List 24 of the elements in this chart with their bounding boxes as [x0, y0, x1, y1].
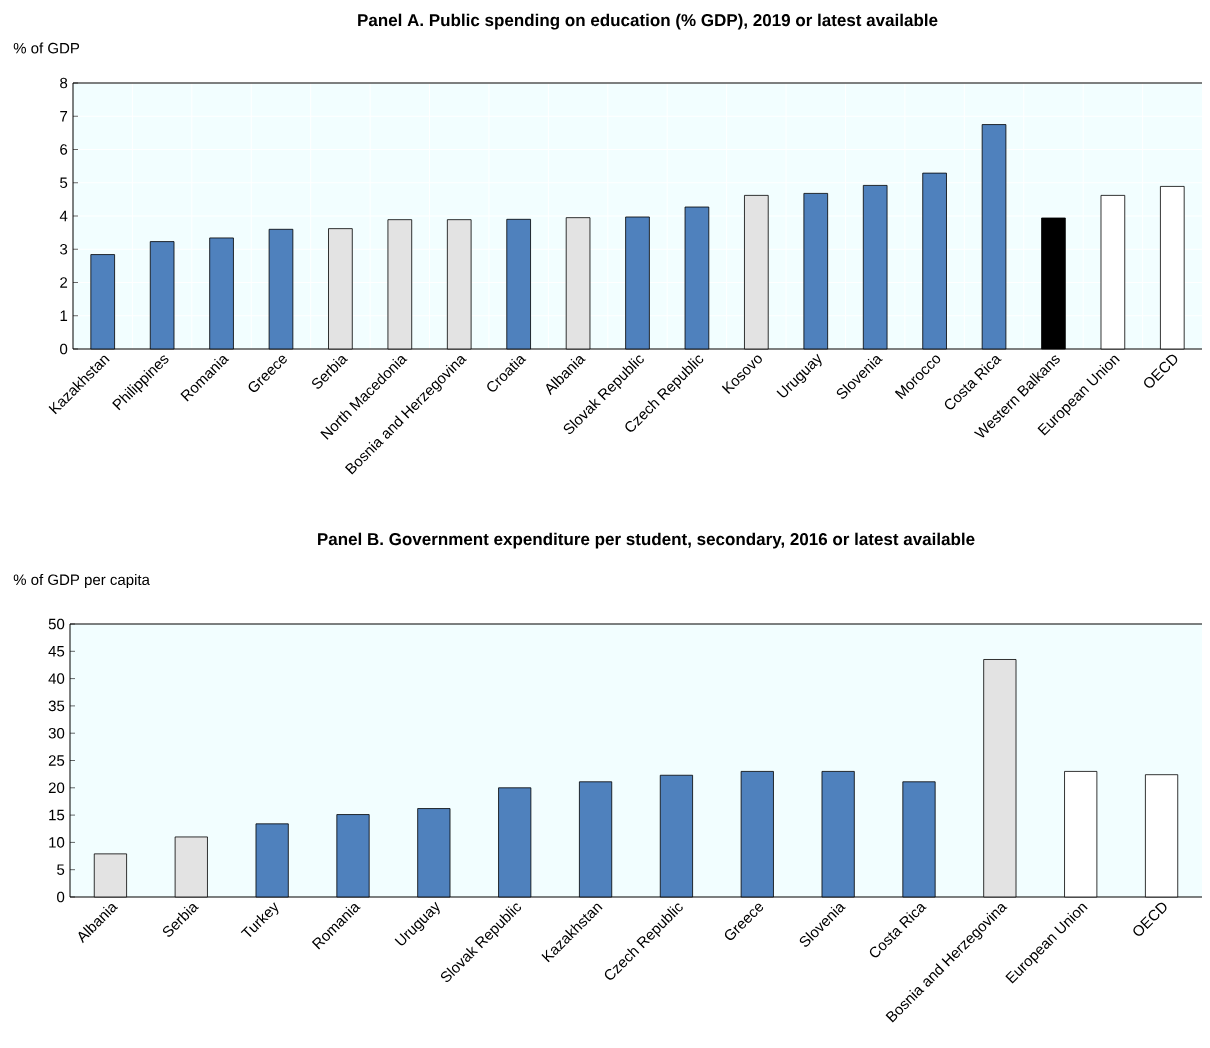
y-tick-label: 20: [48, 782, 65, 794]
y-tick-label: 50: [48, 618, 65, 630]
y-tick-label: 35: [48, 700, 65, 712]
y-tick-label: 4: [59, 210, 68, 222]
chart-title: Panel B. Government expenditure per student, secondary, 2016 or latest available: [318, 532, 975, 549]
y-tick-label: 0: [60, 343, 68, 355]
y-tick-label: 2: [60, 277, 68, 288]
y-axis-title: % of GDP: [13, 42, 80, 54]
y-tick-label: 1: [60, 310, 68, 321]
y-tick-label: 10: [49, 837, 65, 848]
y-tick-label: 45: [48, 646, 65, 657]
y-tick-label: 5: [57, 864, 65, 875]
y-tick-label: 15: [49, 809, 65, 821]
y-tick-label: 5: [60, 177, 68, 188]
y-tick-label: 25: [48, 755, 65, 766]
y-axis-title: % of GDP per capita: [13, 574, 150, 588]
chart-title: Panel A. Public spending on education (% GDP), 2019 or latest available: [358, 13, 938, 30]
y-tick-label: 8: [60, 77, 68, 89]
y-tick-label: 40: [48, 673, 65, 684]
y-tick-label: 30: [48, 727, 65, 739]
y-tick-label: 3: [60, 243, 68, 255]
y-tick-label: 0: [57, 891, 65, 903]
y-tick-label: 6: [60, 144, 68, 155]
y-tick-label: 7: [60, 111, 68, 122]
